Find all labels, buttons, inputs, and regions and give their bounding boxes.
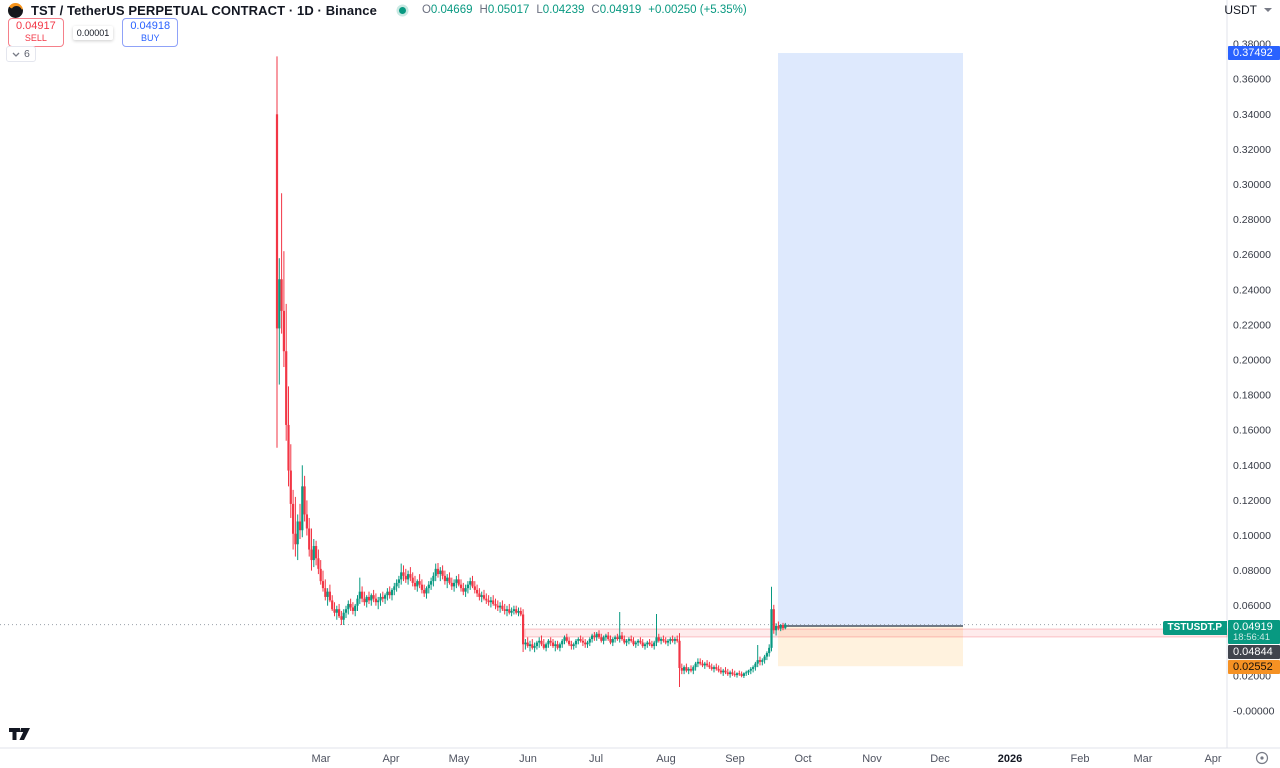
target-price-label: 0.37492 [1228,46,1280,60]
close-value: 0.04919 [599,4,642,16]
svg-text:0.34000: 0.34000 [1233,109,1271,121]
timezone-settings-icon[interactable] [1254,750,1270,766]
time-axis-labels: Mar Apr May Jun Jul Aug Sep Oct Nov Dec 2026 Feb Mar… [312,753,1222,765]
svg-text:0.22000: 0.22000 [1233,319,1271,331]
svg-text:0.28000: 0.28000 [1233,214,1271,226]
svg-text:0.12000: 0.12000 [1233,495,1271,507]
object-tree-collapse-button[interactable]: 6 [6,46,36,62]
svg-text:Mar: Mar [312,753,331,765]
market-status-icon[interactable] [398,6,406,14]
svg-text:Feb: Feb [1071,753,1090,765]
spread-value: 0.00001 [72,25,114,40]
svg-text:Nov: Nov [862,753,882,765]
svg-text:0.06000: 0.06000 [1233,600,1271,612]
svg-text:Dec: Dec [930,753,950,765]
tradingview-logo[interactable] [8,726,34,747]
buy-button[interactable]: 0.04918 BUY [122,18,179,47]
candlestick-series [275,56,787,687]
open-value: 0.04669 [430,4,473,16]
high-label: H [479,4,488,16]
svg-text:0.16000: 0.16000 [1233,425,1271,437]
chevron-down-icon [12,52,20,57]
sell-label: SELL [24,33,47,43]
svg-text:0.10000: 0.10000 [1233,530,1271,542]
low-label: L [536,4,543,16]
last-price-label: 0.04919 18:56:41 [1228,620,1280,644]
svg-text:0.08000: 0.08000 [1233,565,1271,577]
ohlc-values: O0.04669 H0.05017 L0.04239 C0.04919 +0.0… [422,4,747,16]
long-position-stop-zone [778,625,963,667]
svg-text:0.32000: 0.32000 [1233,144,1271,156]
tradingview-logo-icon [9,728,30,740]
chevron-down-icon [1264,8,1272,12]
svg-text:Sep: Sep [725,753,745,765]
svg-text:0.20000: 0.20000 [1233,355,1271,367]
svg-text:Jul: Jul [589,753,603,765]
svg-text:Apr: Apr [382,753,399,765]
svg-text:0.26000: 0.26000 [1233,249,1271,261]
svg-text:2026: 2026 [998,753,1022,765]
price-axis-currency-selector[interactable]: USDT [1224,3,1272,17]
svg-text:0.14000: 0.14000 [1233,460,1271,472]
svg-text:0.24000: 0.24000 [1233,284,1271,296]
svg-text:0.18000: 0.18000 [1233,390,1271,402]
buy-price: 0.04918 [130,20,171,32]
sell-price: 0.04917 [16,20,56,32]
symbol-title[interactable]: TST / TetherUS PERPETUAL CONTRACT · 1D ·… [31,2,377,18]
high-value: 0.05017 [487,4,530,16]
svg-text:0.30000: 0.30000 [1233,179,1271,191]
buy-label: BUY [140,33,160,43]
trade-panel: 0.04917 SELL 0.00001 0.04918 BUY [8,18,179,47]
svg-text:0.36000: 0.36000 [1233,74,1271,86]
change-value: +0.00250 (+5.35%) [648,4,747,16]
chart-legend: TST / TetherUS PERPETUAL CONTRACT · 1D ·… [8,2,747,18]
symbol-logo-icon[interactable] [8,2,23,18]
svg-text:-0.00000: -0.00000 [1233,706,1275,718]
svg-text:Apr: Apr [1204,753,1221,765]
last-price-value: 0.04919 [1233,621,1273,633]
symbol-price-flag: TSTUSDT.P [1162,621,1227,635]
bar-countdown: 18:56:41 [1233,632,1270,643]
svg-text:Mar: Mar [1134,753,1153,765]
svg-text:Jun: Jun [519,753,537,765]
sell-button[interactable]: 0.04917 SELL [8,18,64,47]
entry-price-label: 0.04844 [1228,645,1280,659]
svg-text:Oct: Oct [794,753,811,765]
svg-text:May: May [449,753,470,765]
axis-separators [0,0,1280,749]
currency-label: USDT [1224,3,1257,17]
long-position-drawing [778,53,963,667]
svg-text:Aug: Aug [656,753,676,765]
support-zone-band [524,628,1228,638]
close-label: C [591,4,600,16]
stop-price-label: 0.02552 [1228,660,1280,674]
long-position-profit-zone [778,53,963,626]
price-axis-ticks: 0.380000.360000.340000.320000.300000.280… [1233,39,1275,718]
low-value: 0.04239 [542,4,585,16]
open-label: O [421,4,431,16]
object-tree-count: 6 [24,48,30,60]
